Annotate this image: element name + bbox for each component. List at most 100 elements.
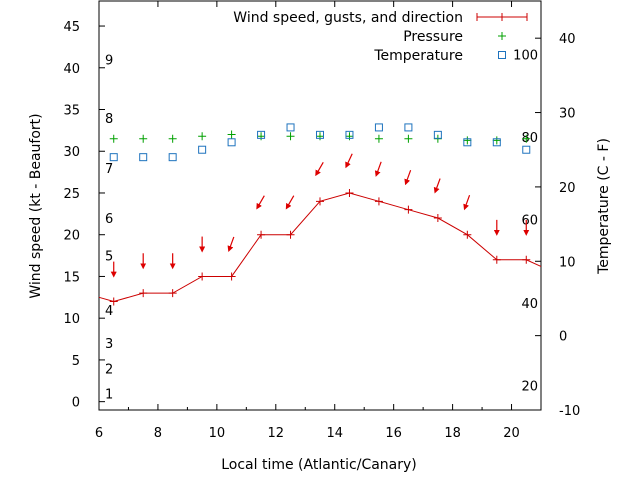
legend-swatch-pressure: [498, 32, 506, 40]
x-tick-label: 20: [503, 426, 520, 441]
pressure-point: [198, 132, 207, 141]
x-axis-label: Local time (Atlantic/Canary): [221, 457, 417, 473]
legend-label-temperature: Temperature: [373, 48, 463, 64]
wind-speed-point: [433, 214, 442, 223]
temperature-point: [109, 153, 118, 162]
wind-direction-arrows: [110, 153, 530, 278]
temperature-point: [316, 130, 324, 139]
beaufort-label: 3: [105, 337, 113, 352]
pressure-point: [257, 132, 266, 141]
y2-tick-label: 20: [559, 181, 576, 196]
temperature-point: [286, 123, 295, 132]
legend-label-wind: Wind speed, gusts, and direction: [233, 10, 463, 26]
wind-speed-point: [522, 255, 531, 264]
temperature-point: [227, 138, 236, 147]
y2-tick-label: 0: [559, 330, 567, 345]
pressure-point: [316, 132, 324, 141]
fahrenheit-label: 100: [513, 49, 538, 64]
wind-direction-arrow: [404, 169, 412, 186]
beaufort-label: 6: [105, 212, 113, 227]
temperature-point: [463, 138, 472, 147]
y-tick-label: 20: [63, 229, 80, 244]
beaufort-label: 9: [105, 53, 113, 68]
temperature-point: [168, 153, 177, 162]
fahrenheit-label: 60: [521, 214, 538, 229]
pressure-point: [374, 134, 383, 143]
beaufort-label: 7: [105, 162, 113, 177]
beaufort-label: 2: [105, 362, 113, 377]
y2-axis-label: Temperature (C - F): [596, 138, 612, 275]
wind-speed-point: [404, 205, 413, 214]
wind-speed-point: [168, 289, 177, 298]
pressure-point: [109, 134, 118, 143]
pressure-point: [139, 134, 148, 143]
beaufort-label: 4: [105, 304, 113, 319]
wind-direction-arrow: [315, 162, 324, 177]
y2-tick-label: -10: [559, 404, 580, 419]
x-tick-label: 12: [268, 426, 285, 441]
beaufort-labels: 1 2 3 4 5 6 7 8 9: [105, 53, 113, 402]
temperature-point: [492, 138, 501, 147]
wind-direction-arrow: [463, 195, 471, 211]
x-tick-label: 10: [209, 426, 226, 441]
y-tick-label: 0: [72, 396, 80, 411]
beaufort-label: 1: [105, 387, 113, 402]
temperature-point: [522, 145, 531, 154]
y-tick-label: 30: [63, 145, 80, 160]
y2-tick-label: 40: [559, 32, 576, 47]
wind-speed-point: [492, 255, 501, 264]
y2-axis-ticks: -10 0 10 20 30 40: [535, 32, 580, 419]
temperature-point: [345, 130, 354, 139]
temperature-point: [198, 145, 207, 154]
fahrenheit-label: 20: [521, 379, 538, 394]
temperature-series: [109, 123, 531, 162]
y-tick-label: 15: [63, 270, 80, 285]
legend-swatch-wind: [476, 13, 528, 21]
wind-speed-point: [463, 230, 472, 239]
x-tick-label: 8: [154, 426, 162, 441]
wind-speed-series: [98, 188, 542, 306]
legend-swatch-temperature: [498, 51, 506, 59]
pressure-point: [286, 132, 295, 141]
pressure-series: [109, 130, 531, 145]
y-axis-label: Wind speed (kt - Beaufort): [28, 113, 44, 298]
wind-speed-point: [374, 197, 383, 206]
temperature-point: [139, 153, 148, 162]
pressure-point: [522, 134, 531, 143]
wind-direction-arrow: [227, 236, 235, 252]
wind-direction-arrow: [433, 178, 441, 194]
pressure-point: [492, 136, 501, 145]
legend-label-pressure: Pressure: [403, 29, 463, 45]
legend: Wind speed, gusts, and direction Pressur…: [233, 10, 528, 64]
wind-direction-arrow: [285, 195, 295, 210]
wind-speed-point: [257, 230, 266, 239]
temperature-point: [374, 123, 383, 132]
fahrenheit-label: 40: [521, 297, 538, 312]
wind-speed-point: [316, 197, 324, 206]
wind-speed-point: [109, 297, 118, 306]
y-tick-label: 40: [63, 62, 80, 77]
y-tick-label: 35: [63, 104, 80, 119]
pressure-point: [463, 136, 472, 145]
temperature-point: [433, 130, 442, 139]
beaufort-label: 5: [105, 250, 113, 265]
x-tick-label: 16: [385, 426, 402, 441]
wind-speed-point: [286, 230, 295, 239]
plot-frame: [98, 0, 542, 411]
wind-speed-point: [345, 188, 354, 197]
temperature-point: [404, 123, 413, 132]
beaufort-label: 8: [105, 112, 113, 127]
wind-direction-arrow: [345, 153, 353, 169]
y2-tick-label: 10: [559, 255, 576, 270]
temperature-point: [257, 130, 266, 139]
y-tick-label: 10: [63, 312, 80, 327]
y-tick-label: 5: [72, 354, 80, 369]
pressure-point: [345, 132, 354, 141]
y2-tick-label: 30: [559, 107, 576, 122]
wind-direction-arrow: [374, 161, 382, 177]
wind-speed-point: [227, 272, 236, 281]
x-tick-label: 6: [95, 426, 103, 441]
y-axis-ticks: 0 5 10 15 20 25 30 35 40 45: [63, 20, 105, 411]
